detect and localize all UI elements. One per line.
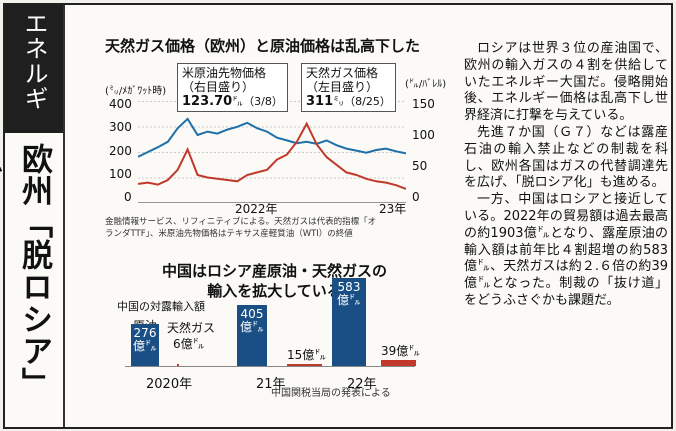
oil-value: 405 bbox=[240, 307, 264, 321]
gas-bar bbox=[381, 360, 416, 366]
oil-callout-label: 米原油先物価格 bbox=[182, 66, 267, 80]
oil-unit: 億㌦ bbox=[336, 293, 361, 307]
left-tick: 100 bbox=[109, 167, 132, 181]
oil-value: 583 bbox=[337, 280, 361, 294]
oil-callout: 米原油先物価格 （右目盛り） 123.70㌦（3/8） bbox=[177, 63, 288, 112]
gas-bar-label: 15億㌦ bbox=[287, 348, 327, 362]
chart1-title: 天然ガス価格（欧州）と原油価格は乱高下した bbox=[105, 37, 421, 55]
section-label: エネルギー bbox=[20, 11, 48, 111]
oil-unit: 億㌦ bbox=[132, 339, 157, 353]
gas-callout-date: （8/25） bbox=[344, 95, 391, 108]
line-chart bbox=[138, 101, 406, 203]
gas-bar-label: 39億㌦ bbox=[381, 344, 421, 358]
year-label: 2020年 bbox=[146, 377, 193, 392]
gas-callout-value: 311 bbox=[306, 94, 334, 109]
chart2-title-line1: 中国はロシア産原油・天然ガスの bbox=[162, 262, 388, 280]
chart1-source-line1: 金融情報サービス、リフィニティブによる。天然ガスは代表的指標「オ bbox=[105, 217, 377, 227]
gas-bar bbox=[177, 364, 179, 366]
chart1-right-unit: (㌦/ﾊﾞﾚﾙ) bbox=[405, 79, 447, 90]
oil-bar-label: 405 億㌦ bbox=[237, 305, 267, 334]
oil-value: 276 bbox=[133, 326, 157, 340]
chart2-title-line2: 輸入を拡大している bbox=[207, 282, 342, 300]
right-tick: 100 bbox=[412, 128, 435, 142]
right-tick: 150 bbox=[412, 97, 435, 111]
left-tick: 400 bbox=[109, 97, 132, 111]
gas-callout: 天然ガス価格 （左目盛り） 311㍉（8/25） bbox=[301, 63, 396, 112]
gas-callout-axis: （左目盛り） bbox=[306, 80, 379, 94]
gas-callout-unit: ㍉ bbox=[333, 95, 345, 108]
oil-callout-axis: （右目盛り） bbox=[182, 80, 255, 94]
oil-callout-value: 123.70 bbox=[182, 94, 233, 109]
right-tick: 50 bbox=[412, 159, 428, 173]
headline: 欧州「脱ロシア」急ぐ bbox=[0, 143, 52, 399]
left-tick: 300 bbox=[109, 120, 132, 134]
oil-price-line bbox=[138, 117, 406, 158]
left-tick: 0 bbox=[124, 190, 132, 204]
gas-legend: 天然ガス bbox=[167, 321, 216, 335]
section-label-box: エネルギー bbox=[5, 5, 63, 133]
divider bbox=[63, 5, 65, 427]
oil-bar-label: 276 億㌦ bbox=[131, 324, 159, 353]
oil-bar: 583 億㌦ bbox=[332, 278, 366, 366]
oil-callout-unit: ㌦ bbox=[232, 95, 244, 108]
left-tick: 200 bbox=[109, 144, 132, 158]
year-label: 21年 bbox=[256, 377, 286, 392]
article-paragraph: ロシアは世界３位の産油国で、欧州の輸入ガスの４割を供給していたエネルギー大国だ。… bbox=[464, 41, 668, 124]
x-label: 2022年 bbox=[235, 202, 278, 216]
article-frame: エネルギー 欧州「脱ロシア」急ぐ 天然ガス価格（欧州）と原油価格は乱高下した (… bbox=[0, 3, 673, 429]
chart1-left-unit: (㍉/ﾒｶﾞﾜｯﾄ時) bbox=[105, 86, 167, 97]
gas-callout-label: 天然ガス価格 bbox=[306, 66, 379, 80]
oil-callout-date: （3/8） bbox=[243, 95, 283, 108]
chart2-subtitle: 中国の対露輸入額 bbox=[117, 300, 205, 313]
article-body: ロシアは世界３位の産油国で、欧州の輸入ガスの４割を供給していたエネルギー大国だ。… bbox=[464, 41, 668, 310]
oil-unit: 億㌦ bbox=[239, 320, 264, 334]
chart1-source-line2: ランダTTF」、米原油先物価格はテキサス産軽質油（WTI）の終値 bbox=[105, 229, 353, 239]
chart2-source: 中国関税当局の発表による bbox=[271, 388, 391, 399]
chart2-title: 中国はロシア産原油・天然ガスの 輸入を拡大している bbox=[162, 261, 387, 301]
oil-bar-label: 583 億㌦ bbox=[332, 278, 366, 307]
right-tick: 0 bbox=[412, 190, 420, 204]
year-label: 22年 bbox=[347, 377, 377, 392]
gas-bar bbox=[287, 364, 322, 366]
bar-baseline bbox=[125, 366, 415, 367]
oil-bar: 276 億㌦ bbox=[131, 324, 159, 366]
x-label: 23年 bbox=[379, 202, 407, 216]
article-paragraph: 一方、中国はロシアと接近している。2022年の貿易額は過去最高の約1903億㌦と… bbox=[464, 192, 668, 308]
gas-price-line bbox=[138, 121, 406, 190]
gas-bar-label: 6億㌦ bbox=[173, 337, 205, 351]
article-paragraph: 先進７か国（Ｇ７）などは露産石油の輸入禁止などの制裁を科し、欧州各国はガスの代替… bbox=[464, 124, 668, 191]
oil-bar: 405 億㌦ bbox=[237, 305, 267, 366]
